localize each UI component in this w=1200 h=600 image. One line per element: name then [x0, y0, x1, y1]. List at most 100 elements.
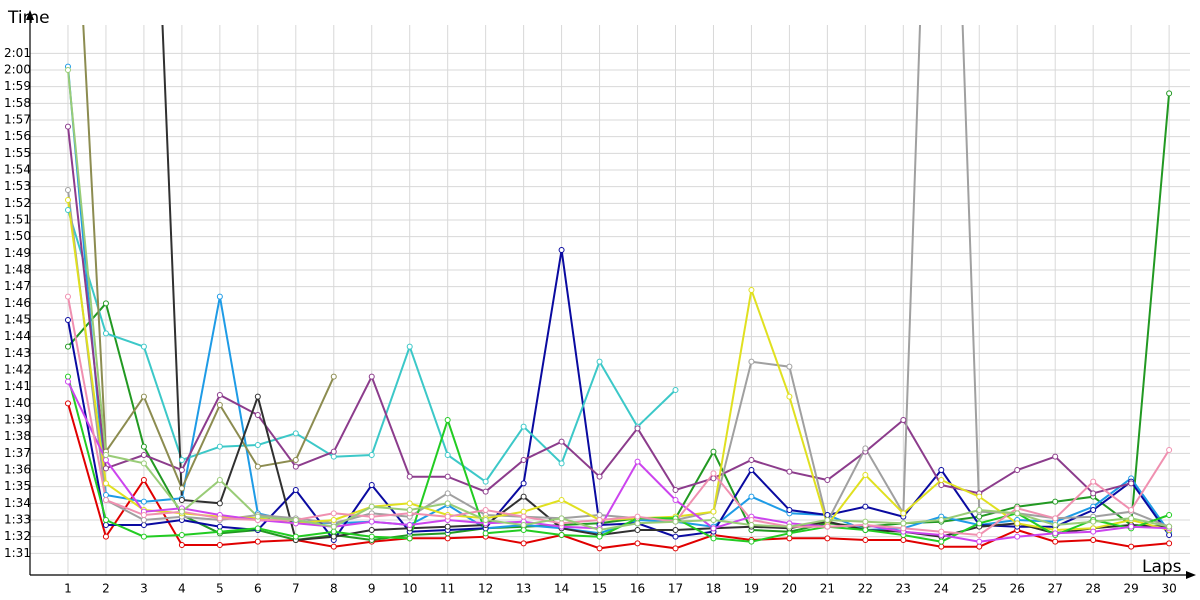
point — [1014, 467, 1021, 473]
y-tick-label: 2:01 — [4, 46, 31, 60]
point — [520, 540, 527, 547]
point — [976, 507, 983, 513]
point — [520, 493, 527, 500]
point — [254, 463, 261, 470]
x-tick-label: 17 — [668, 582, 683, 596]
x-tick-label: 10 — [402, 582, 417, 596]
point — [748, 493, 755, 500]
x-tick-label: 6 — [254, 582, 262, 596]
point — [368, 527, 375, 533]
point — [520, 457, 527, 463]
point — [254, 412, 261, 418]
point — [140, 393, 147, 400]
point — [1166, 523, 1173, 530]
x-axis-title: Laps — [1142, 557, 1182, 577]
y-tick-label: 2:00 — [4, 63, 31, 77]
point — [558, 532, 565, 538]
point — [862, 503, 869, 510]
point — [368, 518, 375, 525]
point — [444, 490, 451, 497]
point — [444, 452, 451, 458]
point — [140, 522, 147, 528]
point — [862, 518, 869, 525]
point — [786, 535, 793, 542]
point — [140, 498, 147, 505]
point — [1166, 447, 1173, 453]
point — [102, 533, 109, 540]
y-tick-label: 1:51 — [4, 213, 31, 227]
point — [254, 525, 261, 532]
point — [102, 522, 109, 528]
y-tick-label: 1:54 — [4, 163, 31, 177]
point — [102, 457, 109, 463]
y-tick-label: 1:50 — [4, 229, 31, 243]
point — [1166, 532, 1173, 538]
point — [330, 528, 337, 535]
point — [938, 538, 945, 545]
point — [444, 417, 451, 423]
series-line — [82, 25, 335, 491]
point — [634, 540, 641, 547]
point — [1128, 515, 1135, 522]
point — [140, 452, 147, 458]
point — [102, 492, 109, 498]
point — [178, 532, 185, 538]
point — [482, 517, 489, 523]
point — [330, 543, 337, 550]
point — [444, 500, 451, 507]
point — [786, 468, 793, 475]
point — [900, 510, 907, 517]
point — [862, 537, 869, 543]
point — [710, 448, 717, 455]
point — [672, 387, 679, 393]
point — [976, 520, 983, 527]
point — [520, 508, 527, 515]
point — [824, 523, 831, 530]
point — [216, 542, 223, 548]
point — [596, 517, 603, 523]
x-tick-label: 25 — [972, 582, 987, 596]
point — [102, 330, 109, 337]
point — [634, 520, 641, 527]
x-tick-label: 8 — [330, 582, 338, 596]
point — [330, 510, 337, 517]
point — [64, 378, 71, 385]
y-tick-label: 1:57 — [4, 113, 31, 127]
point — [938, 477, 945, 483]
point — [634, 425, 641, 432]
point — [786, 363, 793, 370]
point — [976, 513, 983, 520]
point — [1128, 507, 1135, 513]
point — [900, 417, 907, 423]
point — [710, 508, 717, 515]
point — [368, 533, 375, 540]
y-tick-label: 1:47 — [4, 279, 31, 293]
y-tick-label: 1:53 — [4, 179, 31, 193]
point — [482, 488, 489, 495]
point — [596, 533, 603, 540]
series-line — [67, 25, 1170, 528]
y-tick-label: 1:59 — [4, 79, 31, 93]
point — [862, 472, 869, 478]
x-tick-label: 4 — [178, 582, 186, 596]
point — [748, 517, 755, 523]
point — [64, 317, 71, 323]
point — [292, 517, 299, 523]
x-tick-label: 24 — [934, 582, 949, 596]
x-tick-label: 28 — [1086, 582, 1101, 596]
series-line — [67, 296, 1170, 537]
point — [596, 473, 603, 480]
point — [748, 457, 755, 463]
point — [178, 508, 185, 515]
point — [406, 343, 413, 350]
point — [634, 513, 641, 520]
point — [520, 513, 527, 520]
y-tick-label: 1:55 — [4, 146, 31, 160]
point — [444, 535, 451, 542]
point — [1090, 490, 1097, 497]
y-tick-label: 1:33 — [4, 513, 31, 527]
point — [482, 478, 489, 485]
point — [216, 500, 223, 507]
y-axis-title: Time — [7, 8, 50, 28]
point — [444, 513, 451, 520]
